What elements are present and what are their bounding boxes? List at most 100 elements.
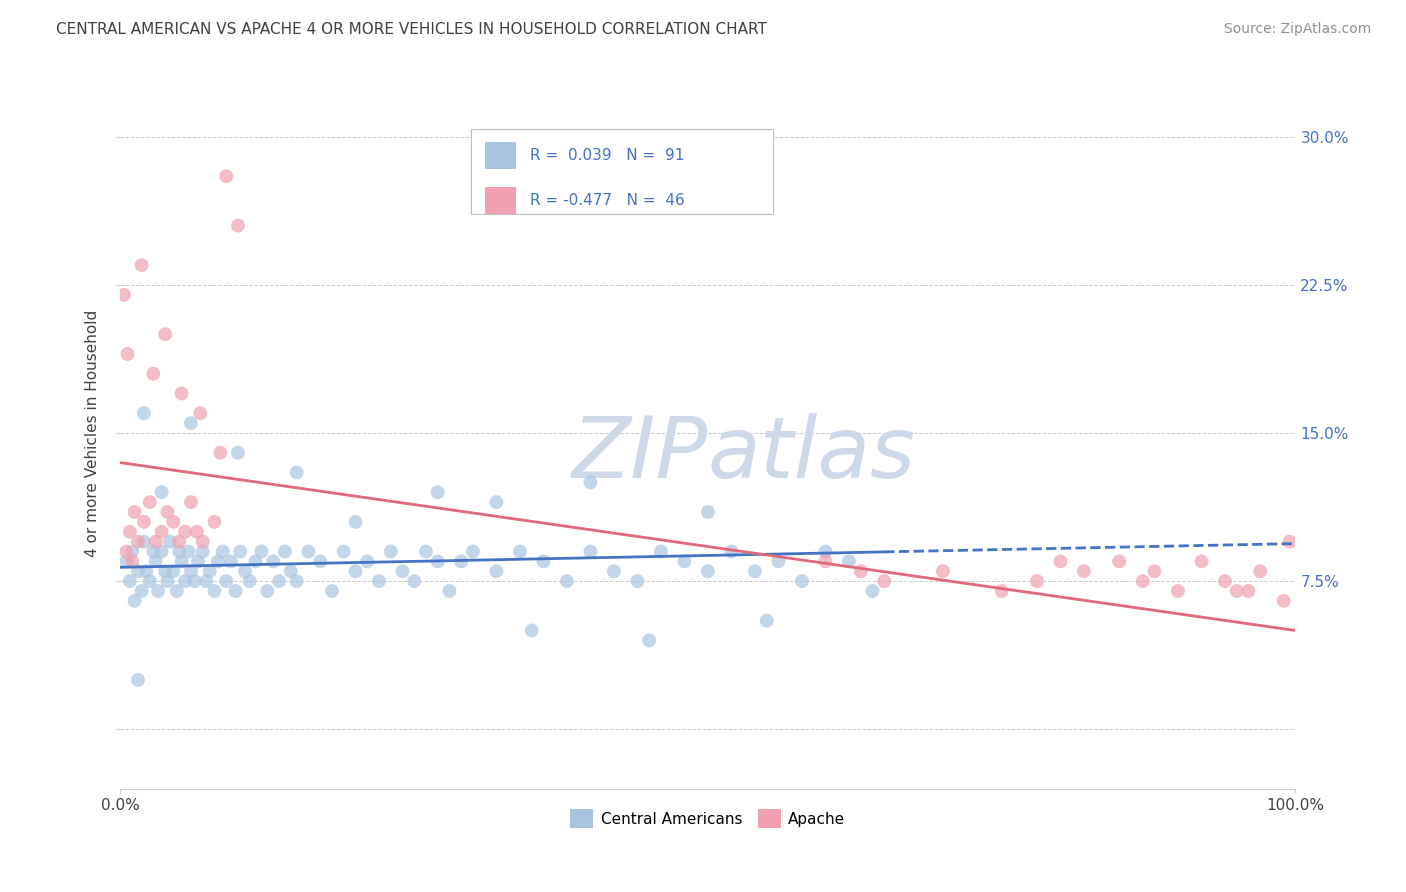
Point xyxy=(127,564,149,578)
Point xyxy=(280,564,302,578)
Y-axis label: 4 or more Vehicles in Household: 4 or more Vehicles in Household xyxy=(86,310,100,557)
Legend: Central Americans, Apache: Central Americans, Apache xyxy=(564,804,852,834)
Point xyxy=(142,367,165,381)
Point xyxy=(115,544,138,558)
Point xyxy=(180,416,202,430)
Point xyxy=(1143,564,1166,578)
Text: R = -0.477   N =  46: R = -0.477 N = 46 xyxy=(530,194,685,208)
Point xyxy=(115,554,138,568)
Point xyxy=(174,574,197,588)
Point xyxy=(131,258,153,272)
Point xyxy=(415,544,437,558)
Point xyxy=(673,554,696,568)
Point xyxy=(112,287,135,301)
Point xyxy=(245,554,267,568)
Point xyxy=(180,495,202,509)
Point xyxy=(790,574,813,588)
Point xyxy=(198,564,221,578)
Point xyxy=(191,534,214,549)
Point xyxy=(1073,564,1095,578)
Point xyxy=(1167,584,1189,599)
Point xyxy=(697,505,720,519)
Point xyxy=(380,544,402,558)
Point xyxy=(180,564,202,578)
Point xyxy=(768,554,790,568)
Point xyxy=(426,554,449,568)
Point xyxy=(344,564,367,578)
Point xyxy=(132,515,155,529)
Point xyxy=(650,544,672,558)
Point xyxy=(579,475,602,490)
Point xyxy=(720,544,742,558)
Point xyxy=(356,554,378,568)
Point xyxy=(932,564,955,578)
Point xyxy=(285,574,308,588)
Point xyxy=(177,544,200,558)
Point xyxy=(167,544,190,558)
Point xyxy=(1108,554,1130,568)
Point xyxy=(117,347,139,361)
Point xyxy=(274,544,297,558)
Point xyxy=(450,554,472,568)
Point xyxy=(229,544,252,558)
Point xyxy=(195,574,218,588)
Point xyxy=(250,544,273,558)
Point xyxy=(485,564,508,578)
Point xyxy=(162,515,184,529)
Text: CENTRAL AMERICAN VS APACHE 4 OR MORE VEHICLES IN HOUSEHOLD CORRELATION CHART: CENTRAL AMERICAN VS APACHE 4 OR MORE VEH… xyxy=(56,22,768,37)
Point xyxy=(156,574,179,588)
Point xyxy=(344,515,367,529)
Point xyxy=(1272,594,1295,608)
Point xyxy=(262,554,284,568)
Point xyxy=(1049,554,1071,568)
Point xyxy=(309,554,332,568)
Point xyxy=(368,574,391,588)
Point xyxy=(1278,534,1301,549)
Point xyxy=(1132,574,1154,588)
Point xyxy=(285,466,308,480)
Point xyxy=(118,574,141,588)
Point xyxy=(520,624,543,638)
Point xyxy=(873,574,896,588)
Point xyxy=(1237,584,1260,599)
Point xyxy=(131,584,153,599)
Point xyxy=(239,574,262,588)
Point xyxy=(814,544,837,558)
Point xyxy=(533,554,555,568)
Point xyxy=(127,534,149,549)
Point xyxy=(838,554,860,568)
Point xyxy=(321,584,343,599)
Point xyxy=(211,544,233,558)
Point xyxy=(509,544,531,558)
Point xyxy=(135,564,157,578)
Point xyxy=(233,564,256,578)
Point xyxy=(862,584,884,599)
Point xyxy=(166,584,188,599)
Point xyxy=(174,524,197,539)
Point xyxy=(267,574,290,588)
Point xyxy=(170,386,193,401)
Point xyxy=(626,574,648,588)
Point xyxy=(219,554,242,568)
Point xyxy=(297,544,319,558)
Point xyxy=(555,574,578,588)
Point xyxy=(579,544,602,558)
Point xyxy=(186,524,208,539)
Point xyxy=(167,534,190,549)
Point xyxy=(485,495,508,509)
Point xyxy=(332,544,354,558)
Point xyxy=(849,564,872,578)
Point xyxy=(990,584,1012,599)
Point xyxy=(127,673,149,687)
Point xyxy=(146,584,169,599)
Point xyxy=(191,544,214,558)
Point xyxy=(188,406,211,420)
Point xyxy=(814,554,837,568)
Point xyxy=(744,564,766,578)
Point xyxy=(225,584,247,599)
Point xyxy=(162,564,184,578)
Point xyxy=(145,554,167,568)
Text: atlas: atlas xyxy=(709,413,915,496)
Point xyxy=(1249,564,1271,578)
Point xyxy=(121,544,143,558)
